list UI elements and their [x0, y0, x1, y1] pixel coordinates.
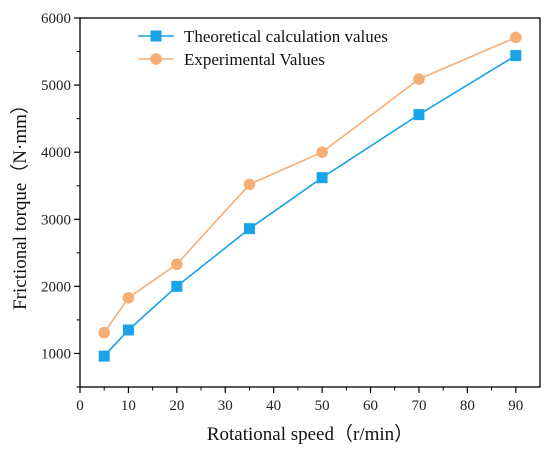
series-0-point	[171, 280, 183, 292]
series-1-point	[122, 291, 135, 304]
x-tick-label: 50	[315, 398, 330, 414]
y-tick-label: 3000	[41, 212, 71, 228]
series-0-point	[510, 50, 522, 62]
series-1-point	[316, 146, 328, 158]
x-tick-label: 30	[218, 398, 233, 414]
legend-label: Experimental Values	[184, 50, 325, 69]
y-tick-label: 5000	[41, 78, 71, 94]
x-axis-title: Rotational speed（r/min）	[207, 423, 413, 445]
y-tick-label: 4000	[41, 145, 71, 161]
x-tick-label: 40	[266, 398, 281, 414]
series-1-point	[171, 258, 183, 271]
series-1-point	[413, 73, 425, 85]
series-0-point	[413, 109, 425, 121]
x-tick-label: 60	[363, 398, 378, 414]
plot-frame	[79, 17, 541, 388]
series-1-point	[509, 31, 522, 44]
legend-label: Theoretical calculation values	[184, 27, 388, 46]
axis-ticks	[74, 17, 517, 393]
series-0-point	[98, 350, 110, 362]
x-tick-label: 20	[169, 398, 184, 414]
series-1-line	[103, 36, 517, 334]
legend-swatch-marker	[150, 30, 162, 42]
series-1-point	[98, 326, 111, 339]
y-tick-label: 6000	[41, 11, 71, 27]
y-axis-title: Frictional torque（N·mm）	[9, 95, 31, 310]
series-0-point	[122, 324, 134, 336]
x-tick-label: 0	[76, 398, 84, 414]
tick-labels: 0 10 20 30 40 50 60 70 80 90 1000 2000 3000 4000 5000 6…	[41, 11, 523, 414]
legend-swatch-marker	[150, 53, 162, 65]
x-tick-label: 90	[508, 398, 523, 414]
x-tick-label: 70	[411, 398, 426, 414]
y-tick-label: 2000	[41, 279, 71, 295]
series-0-point	[243, 223, 255, 235]
series-layer	[98, 31, 522, 362]
x-tick-label: 10	[121, 398, 136, 414]
y-tick-label: 1000	[41, 346, 71, 362]
series-0-point	[316, 172, 328, 184]
series-0-line	[103, 54, 517, 357]
series-1-point	[243, 178, 256, 191]
legend: Theoretical calculation values Experiment…	[138, 27, 388, 69]
x-tick-label: 80	[460, 398, 475, 414]
